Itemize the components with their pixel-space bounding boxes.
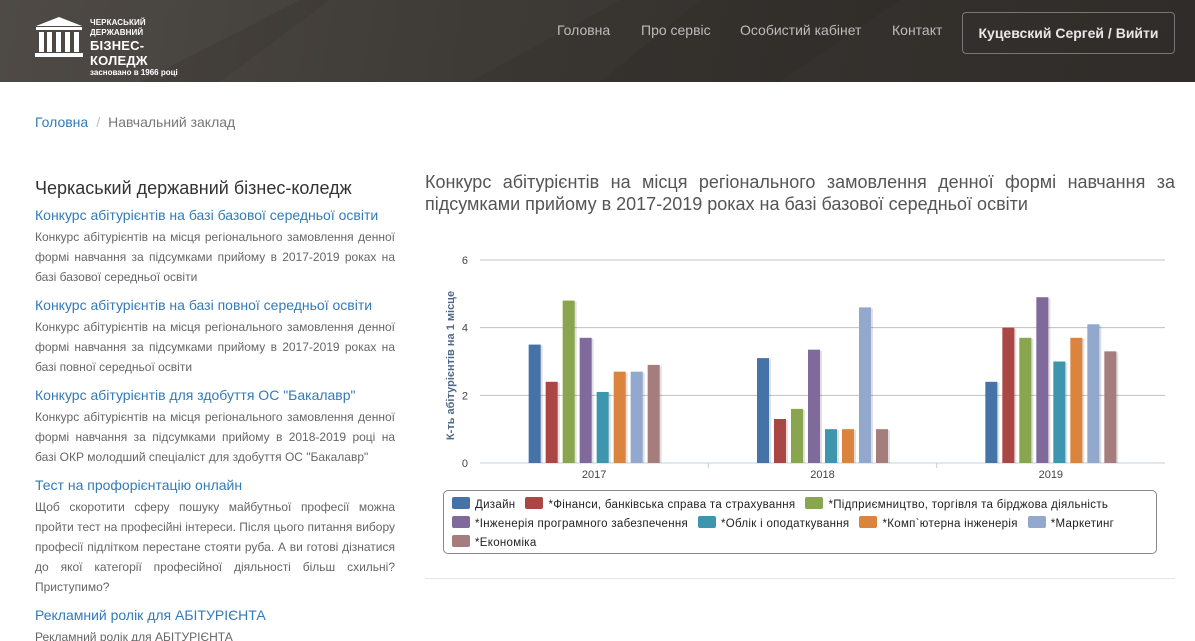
- bar: [808, 349, 820, 463]
- legend-swatch: [859, 516, 878, 528]
- legend-swatch: [698, 516, 717, 528]
- y-tick-label: 0: [462, 458, 468, 470]
- bar: [1019, 337, 1032, 463]
- sidebar-item: Рекламний ролік для АБІТУРІЄНТА Рекламни…: [35, 606, 395, 641]
- college-logo[interactable]: ЧЕРКАСЬКИЙ ДЕРЖАВНИЙ БІЗНЕС-КОЛЕДЖ засно…: [34, 16, 194, 77]
- legend-label: Дизайн: [475, 499, 516, 511]
- bar: [613, 371, 626, 463]
- legend-swatch: [1027, 516, 1046, 528]
- bar: [596, 391, 609, 463]
- legend-swatch: [452, 535, 470, 547]
- y-tick-label: 4: [462, 323, 468, 335]
- logo-line-2: БІЗНЕС-КОЛЕДЖ: [90, 38, 148, 68]
- bar: [1070, 337, 1083, 463]
- main-title: Конкурс абітурієнтів на місця регіональн…: [425, 172, 1175, 214]
- bar: [757, 358, 769, 463]
- sidebar-item-description: Конкурс абітурієнтів на місця регіональн…: [35, 410, 395, 464]
- legend-label: *Комп`ютерна інженерія: [882, 518, 1018, 530]
- y-axis-label: К-ть абітурієнтів на 1 місце: [445, 291, 457, 440]
- bar: [630, 371, 643, 463]
- legend-swatch: [805, 497, 824, 509]
- legend-label: *Облік і оподаткування: [721, 518, 850, 530]
- legend-label: *Інженерія програмного забезпечення: [475, 518, 689, 530]
- logo-line-1: ЧЕРКАСЬКИЙ ДЕРЖАВНИЙ: [90, 18, 146, 37]
- x-tick-label: 2018: [810, 469, 834, 481]
- bar: [647, 364, 660, 463]
- legend-label: *Фінанси, банківська справа та страхуван…: [548, 499, 796, 511]
- sidebar-item-description: Рекламний ролік для АБІТУРІЄНТА: [35, 630, 233, 641]
- breadcrumb-home[interactable]: Головна: [35, 114, 89, 130]
- nav-home[interactable]: Головна: [557, 22, 611, 38]
- logo-text: ЧЕРКАСЬКИЙ ДЕРЖАВНИЙ БІЗНЕС-КОЛЕДЖ засно…: [90, 18, 194, 78]
- top-navbar: ЧЕРКАСЬКИЙ ДЕРЖАВНИЙ БІЗНЕС-КОЛЕДЖ засно…: [0, 0, 1195, 82]
- sidebar-link-full-education[interactable]: Конкурс абітурієнтів на базі повної сере…: [35, 297, 373, 313]
- legend-label: *Маркетинг: [1050, 518, 1115, 530]
- legend-item[interactable]: *Маркетинг: [1027, 515, 1115, 533]
- bar: [1036, 297, 1049, 463]
- bar: [1053, 361, 1066, 463]
- legend-swatch: [452, 497, 470, 509]
- nav-about[interactable]: Про сервіс: [641, 22, 711, 38]
- bar: [842, 429, 854, 463]
- sidebar-link-promo-video[interactable]: Рекламний ролік для АБІТУРІЄНТА: [35, 607, 266, 623]
- breadcrumb-separator: /: [96, 114, 101, 130]
- legend-item[interactable]: *Фінанси, банківська справа та страхуван…: [525, 496, 795, 514]
- sidebar-link-basic-education[interactable]: Конкурс абітурієнтів на базі базової сер…: [35, 207, 379, 223]
- header-background-pattern: [600, 0, 900, 82]
- bar: [774, 419, 786, 463]
- bar: [985, 381, 998, 463]
- chart-container: 0 2 4 6 К-ть абітурієнтів на 1 місце 2017 2018…: [425, 240, 1175, 570]
- bar-chart: 0 2 4 6 К-ть абітурієнтів на 1 місце 2017 2018…: [445, 255, 1165, 481]
- legend-item[interactable]: *Комп`ютерна інженерія: [859, 515, 1017, 533]
- nav-cabinet[interactable]: Особистий кабінет: [740, 22, 862, 38]
- sidebar-link-bachelor[interactable]: Конкурс абітурієнтів для здобуття ОС "Ба…: [35, 387, 356, 403]
- bar: [1002, 327, 1015, 463]
- divider: [425, 578, 1175, 579]
- sidebar-item: Тест на профорієнтацію онлайн Щоб скорот…: [35, 476, 395, 597]
- sidebar-link-career-test[interactable]: Тест на профорієнтацію онлайн: [35, 477, 243, 493]
- y-tick-label: 2: [462, 390, 468, 402]
- legend-item[interactable]: *Підприємництво, торгівля та бірджова ді…: [805, 496, 1108, 514]
- bar: [562, 300, 575, 463]
- chart-legend: Дизайн *Фінанси, банківська справа та стр…: [443, 490, 1157, 554]
- sidebar-item: Конкурс абітурієнтів на базі повної сере…: [35, 296, 395, 377]
- bar: [791, 408, 803, 463]
- nav-contact[interactable]: Контакт: [892, 22, 943, 38]
- bar: [825, 429, 837, 463]
- bar: [876, 429, 888, 463]
- legend-swatch: [525, 497, 544, 509]
- legend-item[interactable]: *Інженерія програмного забезпечення: [452, 515, 688, 533]
- logo-line-3: засновано в 1966 році: [90, 68, 178, 77]
- legend-label: *Економіка: [475, 537, 537, 549]
- user-logout-button[interactable]: Куцевский Сергей / Вийти: [962, 12, 1175, 54]
- sidebar-item: Конкурс абітурієнтів для здобуття ОС "Ба…: [35, 386, 395, 467]
- y-tick-label: 6: [462, 255, 468, 267]
- sidebar-item-description: Конкурс абітурієнтів на місця регіональн…: [35, 230, 395, 284]
- bar: [859, 307, 871, 463]
- x-tick-label: 2017: [582, 469, 606, 481]
- legend-item[interactable]: Дизайн: [452, 496, 515, 514]
- bar: [1104, 351, 1117, 463]
- sidebar-item: Конкурс абітурієнтів на базі базової сер…: [35, 206, 395, 287]
- legend-item[interactable]: *Економіка: [452, 534, 537, 552]
- legend-swatch: [452, 516, 470, 528]
- sidebar-item-description: Щоб скоротити сферу пошуку майбутньої пр…: [35, 500, 395, 594]
- sidebar-item-description: Конкурс абітурієнтів на місця регіональн…: [35, 320, 395, 374]
- bar: [579, 337, 592, 463]
- bar: [1087, 324, 1100, 463]
- breadcrumb: Головна / Навчальний заклад: [35, 114, 235, 130]
- breadcrumb-current: Навчальний заклад: [108, 114, 236, 130]
- legend-item[interactable]: *Облік і оподаткування: [698, 515, 849, 533]
- legend-label: *Підприємництво, торгівля та бірджова ді…: [828, 499, 1109, 511]
- bar: [545, 381, 558, 463]
- sidebar: Черкаський державний бізнес-коледж Конку…: [35, 176, 395, 641]
- sidebar-title: Черкаський державний бізнес-коледж: [35, 178, 352, 198]
- bar: [528, 344, 541, 463]
- college-building-icon: [35, 17, 83, 57]
- x-tick-label: 2019: [1039, 469, 1063, 481]
